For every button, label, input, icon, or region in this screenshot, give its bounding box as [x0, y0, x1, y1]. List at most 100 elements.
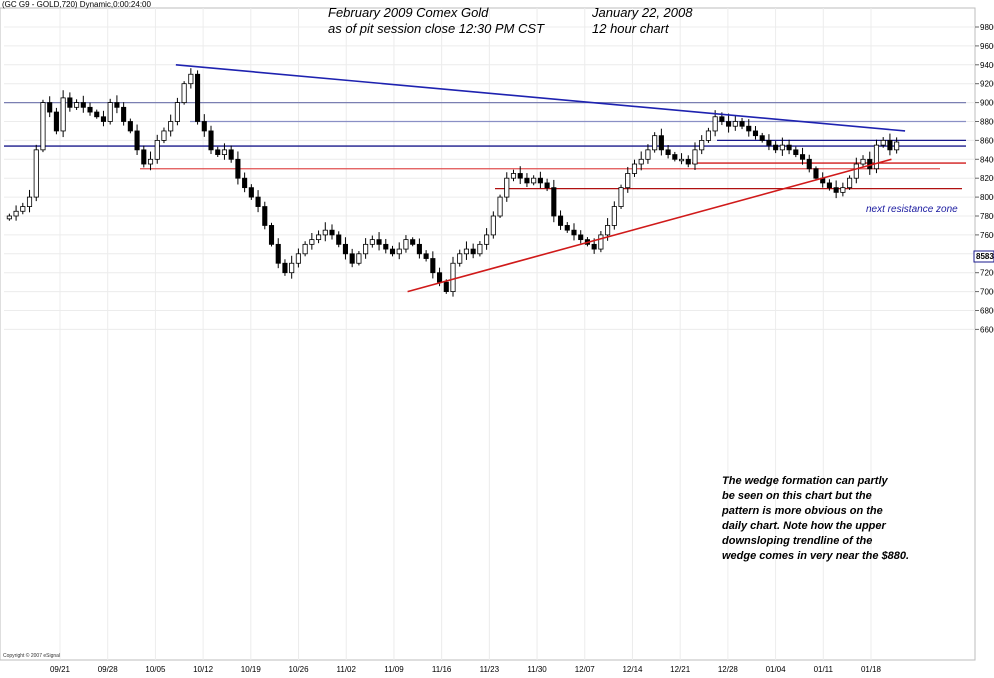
y-tick-label: 7000 — [980, 288, 994, 297]
candle-body — [705, 130, 711, 141]
candle-body — [557, 215, 564, 226]
candle — [356, 251, 362, 266]
candle — [873, 139, 880, 174]
candle — [773, 141, 779, 154]
candle — [235, 151, 241, 185]
candle-body — [6, 215, 12, 220]
candle-body — [564, 225, 570, 231]
candle-body — [363, 243, 369, 255]
candle-body — [873, 144, 880, 170]
candle-body — [880, 139, 886, 146]
candle — [53, 107, 59, 135]
candle-body — [779, 144, 785, 151]
candle — [60, 90, 66, 138]
candle-body — [329, 229, 335, 236]
candle — [282, 259, 288, 276]
candle — [658, 128, 664, 156]
candle-body — [188, 73, 194, 85]
title-line2: as of pit session close 12:30 PM CST — [328, 21, 545, 36]
candle-body — [416, 243, 422, 255]
candle — [611, 201, 617, 230]
candle-body — [80, 102, 86, 108]
candle-body — [336, 234, 342, 245]
candle — [551, 179, 557, 223]
candle-body — [524, 177, 530, 184]
candle — [389, 245, 396, 257]
x-tick-label: 09/28 — [98, 665, 119, 674]
candle — [678, 153, 685, 165]
candle-body — [450, 262, 456, 293]
candle-body — [396, 248, 402, 255]
candle-body — [645, 149, 651, 160]
date-line1: January 22, 2008 — [591, 5, 693, 20]
candle-body — [430, 258, 436, 274]
candle — [484, 228, 490, 250]
candle-body — [853, 163, 859, 179]
candles — [6, 68, 900, 297]
trendlines — [175, 64, 906, 293]
candle-body — [295, 253, 301, 264]
trendline — [175, 64, 906, 132]
candle — [578, 230, 584, 244]
candle-body — [33, 149, 39, 198]
candle — [423, 250, 429, 262]
candle — [369, 235, 375, 248]
candle — [463, 241, 469, 260]
y-tick-label: 7800 — [980, 212, 994, 221]
candle-body — [531, 177, 537, 184]
candle — [766, 134, 772, 151]
candle-body — [309, 239, 315, 245]
candle-body — [726, 121, 732, 127]
candle — [880, 137, 886, 148]
candle — [80, 95, 86, 113]
candle-body — [423, 253, 429, 259]
candle — [275, 238, 281, 269]
candle-body — [289, 262, 295, 274]
candle-body — [887, 139, 893, 151]
note-line: The wedge formation can partly — [722, 475, 889, 487]
x-tick-label: 01/18 — [861, 665, 882, 674]
candle-body — [74, 102, 80, 108]
candle — [786, 139, 792, 155]
candle-body — [134, 130, 140, 151]
candle — [847, 175, 853, 190]
candle-body — [591, 243, 597, 250]
candle-body — [652, 135, 658, 151]
x-tick-label: 11/09 — [384, 665, 404, 674]
candle — [242, 172, 248, 193]
candle-body — [638, 158, 644, 165]
candle-body — [100, 116, 107, 122]
candle-body — [712, 116, 718, 132]
candle-body — [759, 135, 765, 141]
candle-body — [470, 248, 476, 255]
candle — [376, 232, 382, 251]
candle — [349, 248, 355, 268]
candle-body — [221, 149, 228, 155]
candle-body — [611, 206, 617, 226]
candle-body — [403, 239, 409, 250]
candle — [316, 230, 322, 244]
candle — [403, 235, 409, 253]
candle — [726, 113, 732, 133]
candle — [618, 184, 624, 209]
candle — [289, 255, 295, 279]
x-tick-label: 10/19 — [241, 665, 262, 674]
candle-body — [598, 234, 604, 250]
x-tick-label: 09/21 — [50, 665, 71, 674]
candle — [262, 201, 268, 230]
candle — [665, 145, 671, 159]
candle — [134, 124, 140, 155]
candle — [147, 151, 154, 171]
y-tick-label: 8400 — [980, 155, 994, 164]
candle — [833, 180, 839, 199]
candle-body — [322, 229, 328, 236]
candle — [248, 184, 254, 200]
candle-body — [685, 158, 691, 165]
x-tick-label: 12/21 — [670, 665, 691, 674]
trendline — [407, 158, 892, 293]
candle-body — [195, 73, 201, 122]
candle — [806, 154, 812, 173]
candle-body — [806, 158, 812, 170]
